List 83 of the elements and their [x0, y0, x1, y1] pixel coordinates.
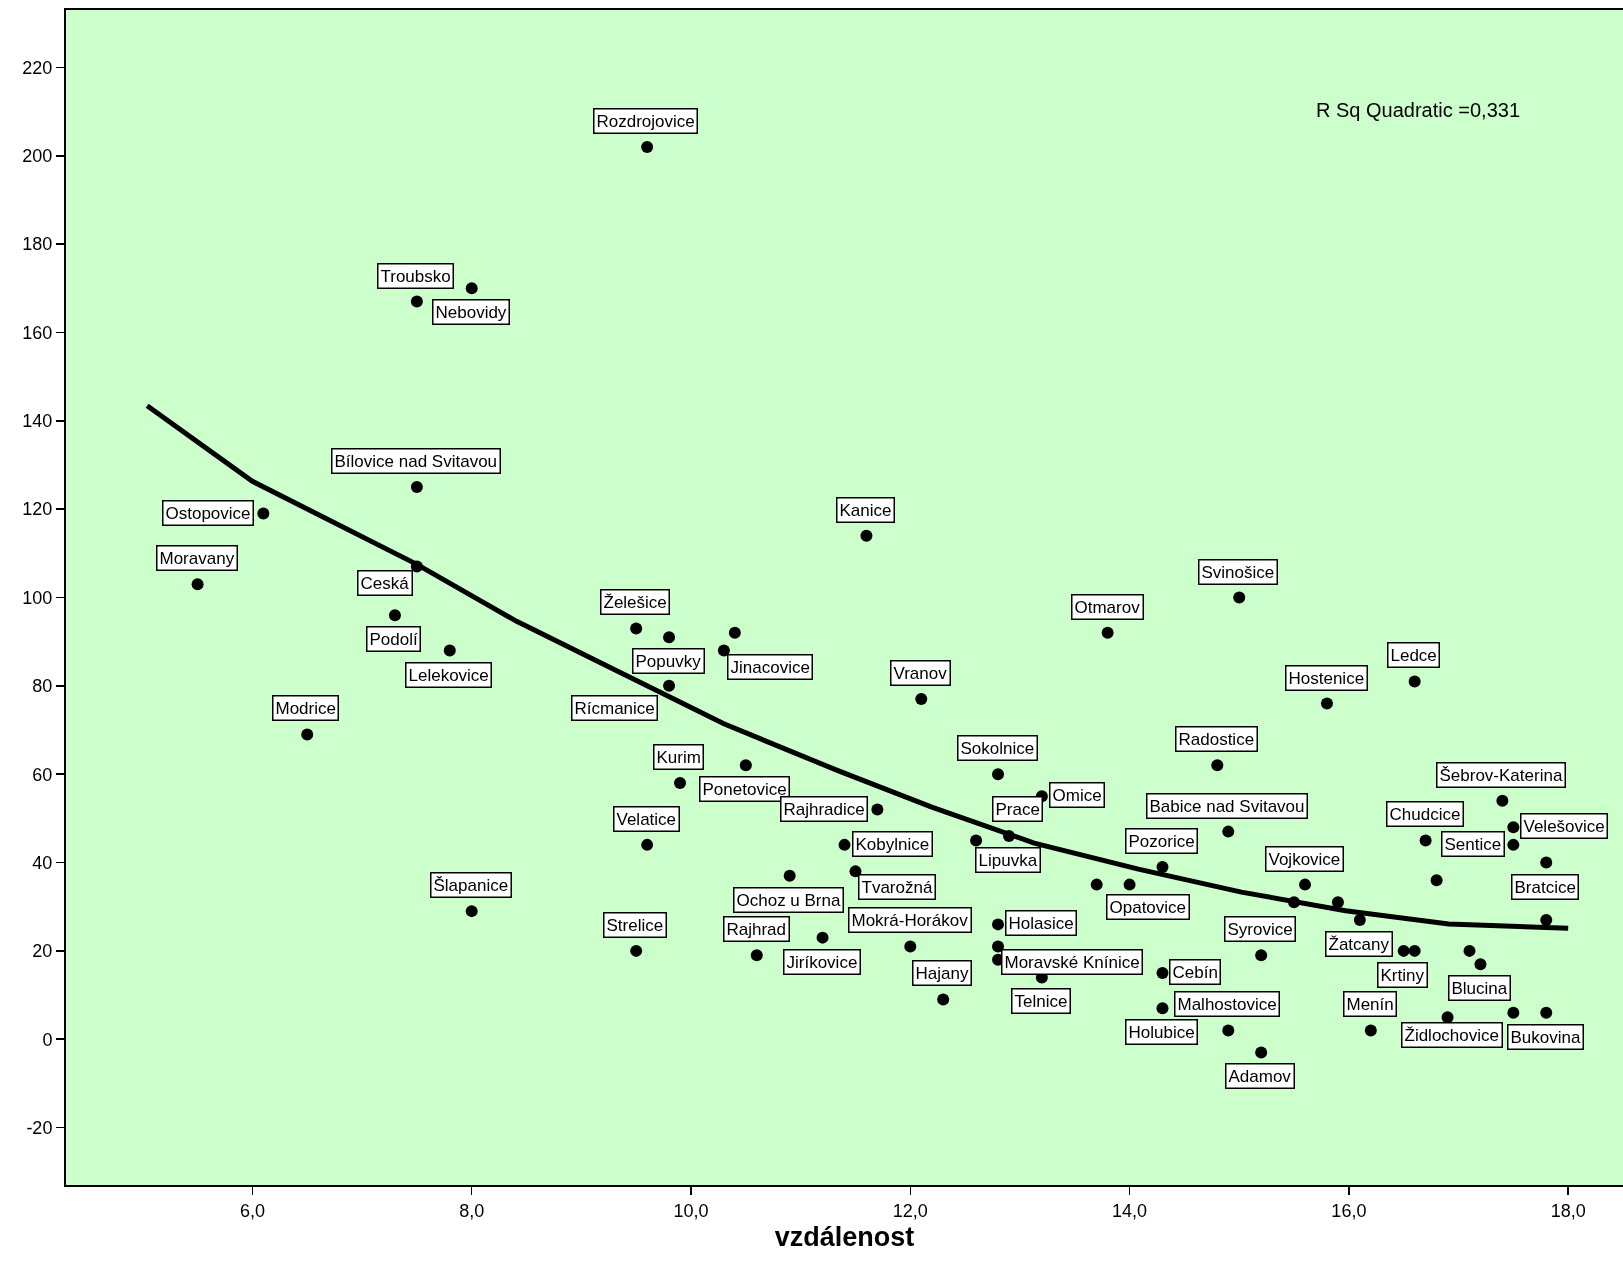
data-label: Ledce [1390, 645, 1437, 665]
data-label: Otmarov [1074, 597, 1141, 617]
data-label: Sentice [1444, 834, 1502, 854]
data-label: Šebrov-Katerina [1439, 765, 1563, 785]
data-label: Lelekovice [408, 665, 489, 685]
data-label: Bratcice [1514, 877, 1576, 897]
y-tick-label: 140 [22, 411, 53, 432]
data-label: Holubice [1128, 1022, 1195, 1042]
data-label: Pozorice [1128, 831, 1195, 851]
y-tick-label: 40 [32, 852, 53, 873]
data-label: Sokolnice [960, 738, 1035, 758]
data-label: Malhostovice [1177, 994, 1277, 1014]
data-label: Omice [1052, 785, 1102, 805]
data-label: Syrovice [1227, 919, 1293, 939]
data-label: Svinošice [1201, 562, 1275, 582]
data-label: Mokrá-Horákov [851, 910, 969, 930]
y-tick-label: 60 [32, 764, 53, 785]
data-label: Rajhradice [783, 799, 865, 819]
y-tick-label: 180 [22, 234, 53, 255]
data-label: Strelice [606, 915, 664, 935]
data-label: Chudcice [1389, 804, 1461, 824]
data-label: Vranov [893, 663, 948, 683]
data-label: Ponetovice [702, 779, 787, 799]
x-tick-label: 12,0 [892, 1200, 928, 1221]
data-label: Lipuvka [978, 850, 1038, 870]
data-label: Holasice [1008, 913, 1074, 933]
x-tick-label: 14,0 [1112, 1200, 1148, 1221]
data-label: Ochoz u Brna [736, 890, 841, 910]
data-label: Vojkovice [1268, 849, 1341, 869]
data-label: Želešice [603, 592, 667, 612]
data-label: Blucina [1451, 978, 1508, 998]
data-label: Nebovidy [435, 302, 507, 322]
data-label: Radostice [1178, 729, 1255, 749]
y-tick-label: 100 [22, 587, 53, 608]
y-tick-label: -20 [26, 1117, 53, 1138]
data-label: Hajany [915, 963, 969, 983]
annotation: R Sq Quadratic =0,331 [1316, 99, 1521, 121]
data-label: Telnice [1014, 991, 1068, 1011]
data-label: Adamov [1228, 1066, 1292, 1086]
data-label: Popuvky [635, 651, 702, 671]
y-tick-label: 20 [32, 941, 53, 962]
data-label: Krtiny [1380, 965, 1425, 985]
data-label: Rícmanice [574, 698, 655, 718]
data-label: Babice nad Svitavou [1149, 796, 1305, 816]
data-label: Prace [995, 799, 1040, 819]
x-tick-label: 16,0 [1331, 1200, 1367, 1221]
x-tick-label: 6,0 [239, 1200, 265, 1221]
y-tick-label: 120 [22, 499, 53, 520]
data-label: Šlapanice [433, 875, 509, 895]
y-tick-label: 160 [22, 322, 53, 343]
x-tick-label: 18,0 [1550, 1200, 1586, 1221]
data-label: Moravské Knínice [1004, 952, 1140, 972]
y-tick-label: 200 [22, 146, 53, 167]
data-label: Bukovina [1510, 1027, 1581, 1047]
x-tick-label: 10,0 [673, 1200, 709, 1221]
x-axis-title: vzdálenost [774, 1222, 915, 1253]
data-label: Ostopovice [165, 503, 251, 523]
data-label: Velešovice [1523, 816, 1605, 836]
data-label: Hostenice [1288, 668, 1365, 688]
x-tick-label: 8,0 [459, 1200, 485, 1221]
data-label: Kurim [656, 747, 701, 767]
data-label: Žatcany [1328, 934, 1390, 954]
data-label: Rozdrojovice [596, 111, 695, 131]
data-label: Ceská [360, 573, 410, 593]
data-label: Tvarožná [861, 877, 933, 897]
data-label: Kobylnice [855, 834, 930, 854]
data-label: Moravany [159, 548, 235, 568]
data-label: Jiríkovice [786, 952, 858, 972]
data-label: Rajhrad [726, 919, 787, 939]
data-label: Bílovice nad Svitavou [334, 451, 498, 471]
data-label: Podolí [369, 629, 418, 649]
data-label: Menín [1346, 994, 1394, 1014]
data-label: Kanice [839, 500, 892, 520]
y-tick-label: 0 [42, 1029, 53, 1050]
data-label: Opatovice [1109, 897, 1187, 917]
data-label: Cebín [1172, 962, 1218, 982]
data-label: Troubsko [380, 266, 451, 286]
data-label: Židlochovice [1404, 1025, 1499, 1045]
y-tick-label: 220 [22, 57, 53, 78]
data-label: Velatice [616, 809, 677, 829]
y-tick-label: 80 [32, 676, 53, 697]
data-label: Jinacovice [730, 657, 810, 677]
data-label: Modrice [275, 698, 336, 718]
